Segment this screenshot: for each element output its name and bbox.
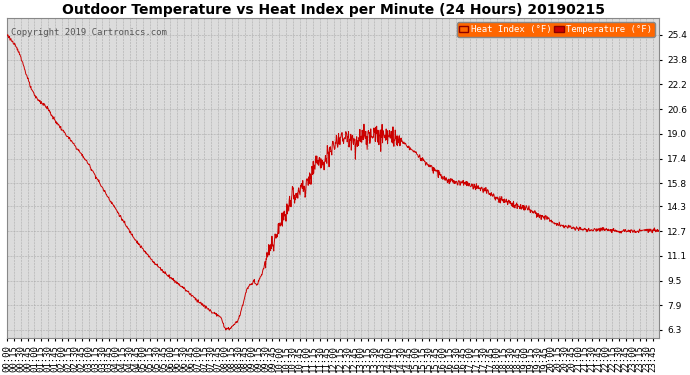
Legend: Heat Index (°F), Temperature (°F): Heat Index (°F), Temperature (°F) <box>457 22 655 37</box>
Title: Outdoor Temperature vs Heat Index per Minute (24 Hours) 20190215: Outdoor Temperature vs Heat Index per Mi… <box>62 3 605 17</box>
Text: Copyright 2019 Cartronics.com: Copyright 2019 Cartronics.com <box>10 27 166 36</box>
